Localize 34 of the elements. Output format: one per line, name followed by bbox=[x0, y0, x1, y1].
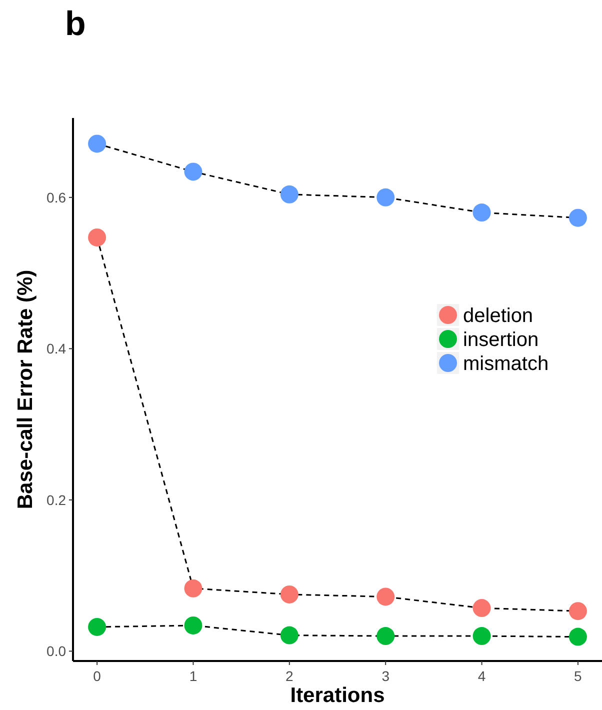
point bbox=[376, 627, 395, 646]
legend-label: mismatch bbox=[463, 353, 549, 375]
point bbox=[472, 599, 491, 618]
point bbox=[88, 134, 106, 153]
point bbox=[88, 228, 106, 246]
x-tick-label: 3 bbox=[382, 668, 390, 684]
point bbox=[280, 585, 298, 604]
point bbox=[568, 602, 587, 620]
y-tick-label: 0.6 bbox=[46, 189, 66, 206]
chart-title: b bbox=[65, 5, 86, 43]
x-tick-label: 4 bbox=[478, 668, 486, 684]
x-tick-label: 5 bbox=[574, 668, 582, 684]
point bbox=[472, 204, 491, 222]
x-tick-label: 2 bbox=[286, 668, 294, 684]
x-axis-title: Iterations bbox=[290, 684, 385, 707]
y-axis-title: Base-call Error Rate (%) bbox=[14, 270, 37, 510]
y-tick-label: 0.2 bbox=[46, 492, 66, 508]
point bbox=[88, 618, 106, 636]
point bbox=[568, 628, 587, 646]
y-tick-label: 0.4 bbox=[46, 340, 66, 357]
x-tick-label: 0 bbox=[93, 668, 102, 684]
point bbox=[280, 626, 298, 644]
point bbox=[472, 627, 491, 646]
y-tick-label: 0.0 bbox=[46, 643, 66, 660]
point bbox=[568, 208, 587, 227]
point bbox=[376, 588, 395, 606]
point bbox=[184, 616, 202, 634]
legend-label: insertion bbox=[463, 329, 539, 351]
point bbox=[184, 162, 202, 181]
point bbox=[376, 188, 395, 206]
point bbox=[184, 579, 202, 598]
legend-label: deletion bbox=[463, 305, 534, 327]
x-tick-label: 1 bbox=[189, 668, 198, 684]
point bbox=[280, 185, 298, 204]
